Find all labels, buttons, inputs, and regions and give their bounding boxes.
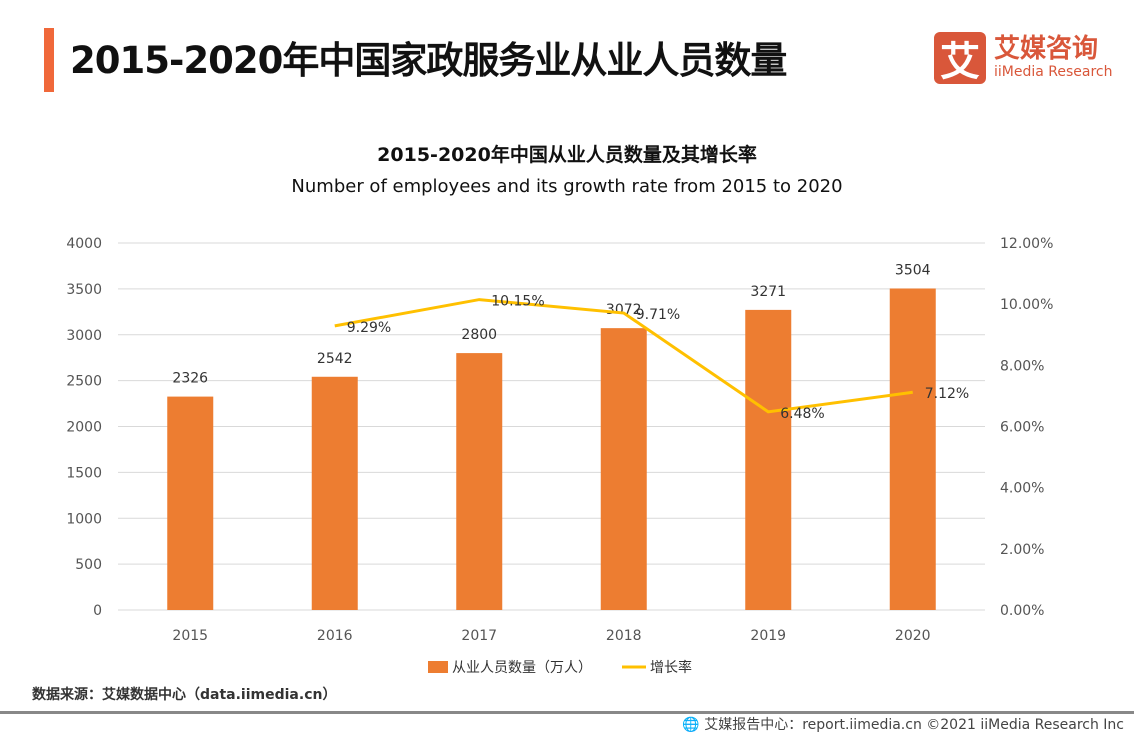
bar: [745, 309, 792, 610]
chart-title: 2015-2020年中国从业人员数量及其增长率: [377, 144, 757, 166]
y2-tick-label: 2.00%: [1000, 542, 1044, 558]
x-tick-label: 2020: [895, 628, 931, 644]
line-data-label: 7.12%: [925, 386, 969, 402]
line-data-label: 6.48%: [780, 406, 824, 422]
globe-icon: 🌐: [682, 717, 705, 733]
legend-bar-swatch: [428, 661, 448, 673]
logo-mark: 艾: [934, 32, 986, 85]
data-source: 数据来源：艾媒数据中心（data.iimedia.cn）: [32, 687, 337, 703]
bar-data-label: 3072: [606, 302, 642, 318]
footer-divider: [0, 711, 1134, 714]
legend-line-label: 增长率: [650, 659, 692, 676]
line-data-label: 9.29%: [347, 320, 391, 336]
bar: [889, 288, 936, 610]
bar-data-label: 2800: [461, 327, 497, 343]
y2-tick-label: 8.00%: [1000, 358, 1044, 374]
growth-line: [334, 298, 913, 414]
y-tick-label: 1500: [66, 465, 102, 481]
x-tick-label: 2018: [606, 628, 642, 644]
footer-copyright: 🌐 艾媒报告中心：report.iimedia.cn ©2021 iiMedia…: [682, 714, 1124, 734]
legend-bar-label: 从业人员数量（万人）: [452, 660, 592, 676]
logo-cn: 艾媒咨询: [994, 34, 1099, 64]
y-tick-label: 2500: [66, 374, 102, 390]
y2-tick-label: 0.00%: [1000, 603, 1044, 619]
copyright-text: 艾媒报告中心：report.iimedia.cn ©2021 iiMedia R…: [704, 717, 1124, 733]
x-tick-label: 2015: [172, 628, 208, 644]
bar: [167, 396, 214, 610]
line-data-label: 9.71%: [636, 307, 680, 323]
y-tick-label: 1000: [66, 511, 102, 527]
bar-data-label: 2542: [317, 351, 353, 367]
bar: [311, 376, 358, 610]
x-tick-label: 2019: [750, 628, 786, 644]
y-tick-label: 0: [93, 603, 102, 619]
page-title: 2015-2020年中国家政服务业从业人员数量: [70, 39, 787, 82]
y2-tick-label: 10.00%: [1000, 297, 1053, 313]
y-tick-label: 500: [75, 557, 102, 573]
bar-data-label: 3504: [895, 263, 931, 279]
logo: 艾 艾媒咨询 iiMedia Research: [934, 32, 1113, 85]
y2-tick-label: 12.00%: [1000, 236, 1053, 252]
title-accent-bar: [44, 28, 54, 92]
x-tick-label: 2016: [317, 628, 353, 644]
y-tick-label: 4000: [66, 236, 102, 252]
bar-data-label: 3271: [750, 284, 786, 300]
y-tick-label: 3500: [66, 282, 102, 298]
chart-subtitle: Number of employees and its growth rate …: [291, 176, 843, 197]
y-tick-label: 3000: [66, 328, 102, 344]
bar: [600, 328, 647, 610]
bar-data-label: 2326: [172, 371, 208, 387]
y-tick-label: 2000: [66, 420, 102, 436]
logo-en: iiMedia Research: [994, 64, 1113, 80]
line-data-label: 10.15%: [491, 294, 544, 310]
y2-tick-label: 6.00%: [1000, 420, 1044, 436]
x-tick-label: 2017: [461, 628, 497, 644]
bar: [456, 353, 503, 610]
y2-tick-label: 4.00%: [1000, 481, 1044, 497]
